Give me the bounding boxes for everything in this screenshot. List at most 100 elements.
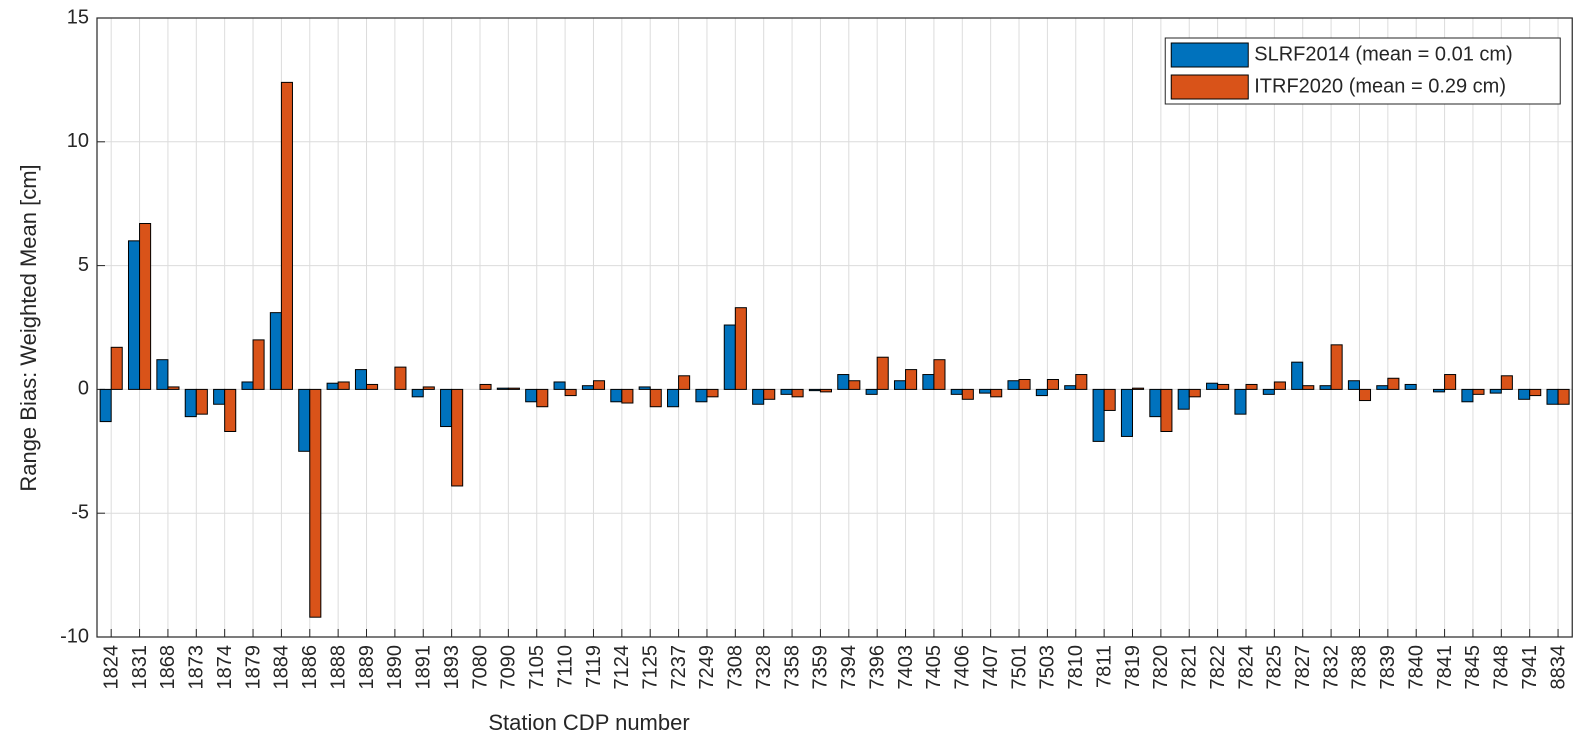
x-tick-label: 1879: [242, 645, 264, 690]
y-axis-label: Range Bias: Weighted Mean [cm]: [16, 164, 41, 491]
bar: [354, 369, 368, 390]
bar: [1160, 388, 1173, 432]
x-tick-label: 7396: [866, 645, 888, 690]
bar: [780, 388, 793, 395]
x-tick-label: 7822: [1207, 645, 1229, 690]
x-tick-label: 7845: [1462, 645, 1484, 690]
bar: [1092, 388, 1105, 442]
x-tick-label: 7110: [554, 645, 576, 688]
bar: [99, 388, 112, 423]
bar: [110, 346, 123, 390]
bar: [269, 312, 282, 390]
bar: [309, 388, 322, 618]
bar: [139, 223, 152, 390]
x-tick-label: 7825: [1264, 645, 1286, 690]
x-tick-label: 7394: [838, 645, 860, 690]
bar: [1557, 388, 1570, 405]
bar: [990, 388, 1003, 398]
x-tick-label: 7124: [611, 645, 633, 690]
x-tick-label: 7328: [753, 645, 775, 690]
bar: [1035, 388, 1048, 397]
bar: [1472, 388, 1485, 395]
x-tick-label: 7941: [1519, 645, 1541, 690]
bar: [695, 388, 708, 403]
bar: [195, 388, 208, 415]
bar: [610, 388, 623, 403]
bar: [241, 381, 254, 390]
x-tick-label: 7249: [696, 645, 718, 690]
x-tick-label: 7810: [1065, 645, 1087, 690]
legend-label: SLRF2014 (mean = 0.01 cm): [1254, 43, 1512, 65]
bar: [1518, 388, 1531, 400]
x-tick-label: 7405: [923, 645, 945, 690]
bar: [791, 388, 804, 398]
x-tick-label: 7832: [1320, 645, 1342, 690]
bar: [1500, 375, 1513, 390]
bar: [564, 388, 577, 397]
bar: [621, 388, 634, 404]
bar: [1234, 388, 1247, 415]
bar: [893, 380, 907, 390]
bar: [1273, 381, 1286, 390]
x-tick-label: 1888: [327, 645, 349, 690]
bar: [422, 386, 435, 390]
bar: [1177, 388, 1190, 410]
x-tick-label: 7820: [1150, 645, 1172, 690]
y-tick-label: 15: [67, 6, 89, 28]
bar: [752, 388, 765, 405]
bar: [394, 366, 407, 390]
bar: [1149, 388, 1162, 418]
bar: [734, 307, 747, 390]
bar: [536, 388, 549, 408]
x-tick-label: 7821: [1179, 645, 1201, 690]
x-tick-label: 7827: [1292, 645, 1314, 690]
bar: [1206, 382, 1219, 390]
plot-frame: [96, 17, 1573, 638]
bar: [1132, 387, 1145, 390]
x-tick-label: 1893: [441, 645, 463, 690]
x-tick-label: 7080: [469, 645, 491, 690]
legend-label: ITRF2020 (mean = 0.29 cm): [1254, 75, 1506, 97]
bar: [507, 387, 520, 390]
bar: [184, 388, 197, 418]
x-tick-label: 1891: [413, 645, 435, 690]
bar: [1444, 374, 1457, 390]
bar: [479, 383, 492, 390]
bar: [1217, 383, 1230, 390]
bar: [252, 339, 265, 390]
bar: [763, 388, 776, 400]
x-tick-label: 7406: [952, 645, 974, 690]
bar: [1461, 388, 1474, 403]
y-tick-label: 5: [78, 254, 89, 276]
x-tick-label: 1868: [157, 645, 179, 690]
x-tick-label: 1889: [356, 645, 378, 690]
bar: [1433, 388, 1446, 393]
bar: [326, 382, 339, 390]
bar: [496, 387, 509, 390]
x-tick-label: 7358: [781, 645, 803, 690]
bar: [592, 380, 606, 390]
bar: [451, 388, 464, 487]
bar: [1404, 383, 1417, 390]
x-tick-label: 7824: [1235, 645, 1257, 690]
x-tick-label: 7119: [583, 645, 605, 688]
legend-swatch: [1170, 42, 1249, 68]
bar: [280, 81, 293, 390]
x-tick-label: 7359: [810, 645, 832, 690]
bar: [837, 374, 850, 390]
x-tick-label: 7407: [980, 645, 1002, 690]
bar: [1489, 388, 1502, 394]
x-tick-label: 7237: [668, 645, 690, 690]
x-tick-label: 8834: [1547, 645, 1569, 690]
legend: SLRF2014 (mean = 0.01 cm) ITRF2020 (mean …: [1164, 37, 1561, 105]
bar: [411, 388, 424, 398]
bar: [950, 388, 963, 395]
bar: [1291, 361, 1304, 390]
x-tick-label: 7105: [526, 645, 548, 690]
bar: [865, 388, 878, 395]
bar: [933, 359, 946, 390]
bar: [1358, 388, 1372, 402]
bar: [1546, 388, 1559, 405]
x-tick-label: 7848: [1491, 645, 1513, 690]
bar: [1529, 388, 1542, 397]
